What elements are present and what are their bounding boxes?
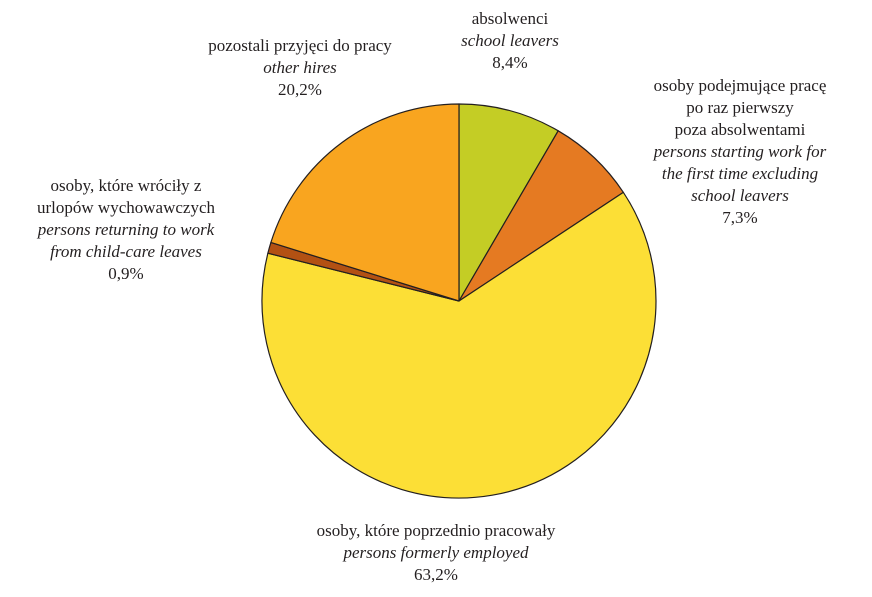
label-school-leavers-pct: 8,4% xyxy=(492,53,528,72)
label-first-time-pct: 7,3% xyxy=(722,208,758,227)
slice-school-leavers xyxy=(458,103,559,302)
label-other-hires-pct: 20,2% xyxy=(278,80,322,99)
label-other-hires-pl: pozostali przyjęci do pracy xyxy=(208,36,392,55)
label-first-time: osoby podejmujące pracę po raz pierwszy … xyxy=(600,75,872,229)
label-child-care-pl-2: urlopów wychowawczych xyxy=(37,198,215,217)
label-first-time-pl-2: po raz pierwszy xyxy=(686,98,794,117)
label-other-hires: pozostali przyjęci do pracy other hires … xyxy=(170,35,430,101)
label-school-leavers-en: school leavers xyxy=(461,31,559,50)
label-child-care: osoby, które wróciły z urlopów wychowawc… xyxy=(0,175,252,285)
label-child-care-pl-1: osoby, które wróciły z xyxy=(50,176,202,195)
label-child-care-pct: 0,9% xyxy=(108,264,144,283)
label-first-time-en-2: the first time excluding xyxy=(661,164,819,183)
label-first-time-en-3: school leavers xyxy=(691,186,789,205)
label-school-leavers: absolwenci school leavers 8,4% xyxy=(430,8,590,74)
label-school-leavers-pl: absolwenci xyxy=(471,9,549,28)
label-formerly-employed-pct: 63,2% xyxy=(414,565,458,584)
label-first-time-en-1: persons starting work for xyxy=(653,142,827,161)
label-first-time-pl-1: osoby podejmujące pracę xyxy=(653,76,827,95)
label-formerly-employed: osoby, które poprzednio pracowały person… xyxy=(286,520,586,586)
label-child-care-en-2: from child-care leaves xyxy=(50,242,202,261)
slice-other-hires xyxy=(270,103,460,302)
label-first-time-pl-3: poza absolwentami xyxy=(674,120,806,139)
slice-formerly-employed xyxy=(261,191,657,499)
label-other-hires-en: other hires xyxy=(263,58,337,77)
label-child-care-en-1: persons returning to work xyxy=(37,220,215,239)
label-formerly-employed-pl: osoby, które poprzednio pracowały xyxy=(316,521,556,540)
label-formerly-employed-en: persons formerly employed xyxy=(343,543,529,562)
